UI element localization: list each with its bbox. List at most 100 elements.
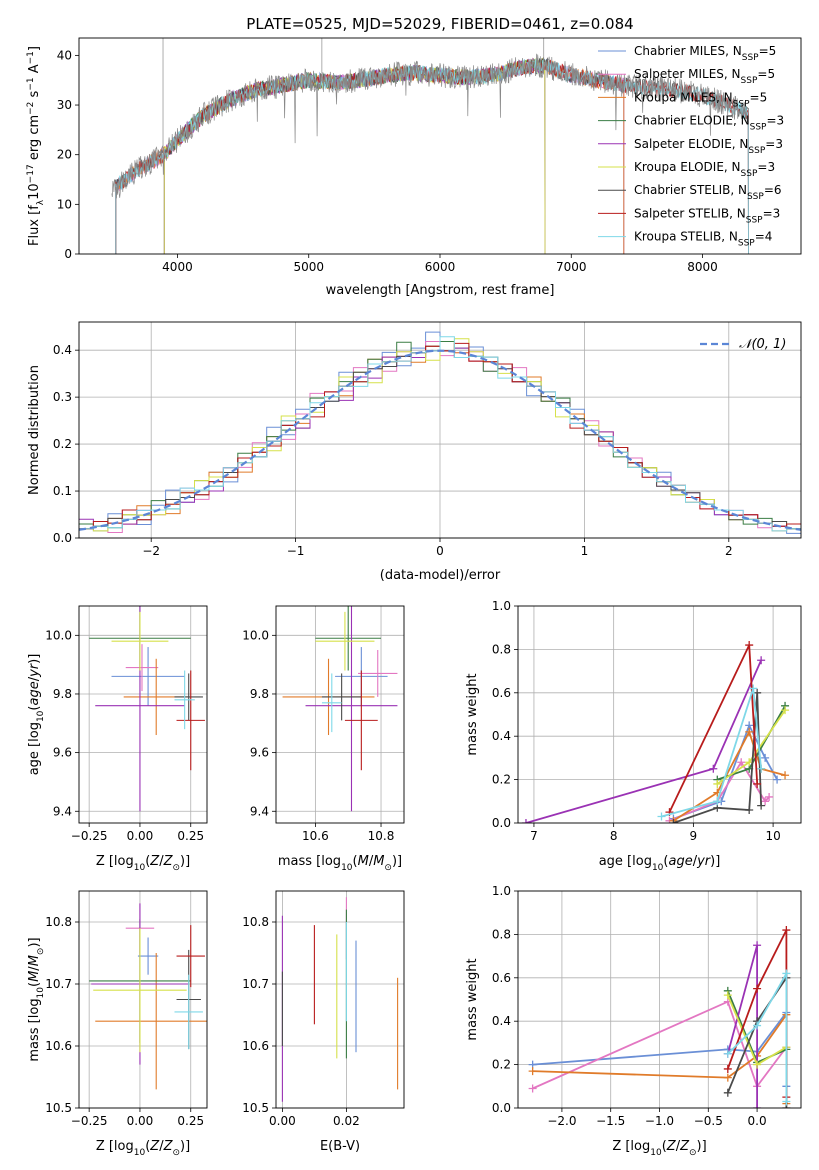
y-tick-label: 10.7: [45, 977, 72, 991]
weight-marker: [713, 779, 722, 788]
weight-marker: [723, 991, 732, 1000]
weight-marker: [723, 1049, 732, 1058]
residual-histograms: [79, 331, 801, 534]
y-tick-label: 0.0: [492, 816, 511, 830]
figure-title: PLATE=0525, MJD=52029, FIBERID=0461, z=0…: [246, 15, 633, 33]
weight-marker: [745, 727, 754, 736]
x-tick-label: −1.5: [596, 1114, 625, 1128]
x-tick-label: 8: [610, 829, 618, 843]
errorbars: [281, 897, 399, 1102]
axes-frame: [78, 321, 802, 539]
x-tick-label: 0.00: [127, 1114, 154, 1128]
y-tick-label: 9.6: [250, 746, 269, 760]
y-tick-label: 40: [57, 48, 72, 62]
weight-ylabel: mass weight: [465, 673, 480, 755]
legend-label: Kroupa STELIB, NSSP=4: [634, 230, 772, 249]
age-vs-mass-panel: 10.6 10.8 9.4 9.6 9.8 10.0 mass [log10(M/M⊙)]: [242, 605, 405, 873]
x-tick-label: 9: [690, 829, 698, 843]
x-tick-label: 6000: [425, 260, 456, 274]
weight-marker: [657, 812, 666, 821]
weight-marker: [723, 1088, 732, 1097]
x-tick-label: 0: [436, 544, 444, 558]
z-xlabel: Z [log10(Z/Z⊙)]: [612, 1139, 706, 1158]
z-xlabel: Z [log10(Z/Z⊙)]: [96, 1139, 190, 1158]
weight-vs-Z-panel: −2.0 −1.5 −1.0 −0.5 0.0 0.0 0.2 0.4 0.6 0.8 1.0 mas…: [465, 884, 802, 1158]
y-tick-label: 9.8: [250, 687, 269, 701]
histogram-step: [79, 338, 801, 532]
y-tick-label: 0.1: [53, 484, 72, 498]
spectrum-panel: 4000 5000 6000 7000 8000 0 10 20 30 40 wavelength …: [26, 37, 802, 298]
spectrum-lines: [111, 38, 749, 254]
legend-label: Chabrier ELODIE, NSSP=3: [634, 114, 784, 133]
legend-label: Kroupa ELODIE, NSSP=3: [634, 160, 775, 179]
weight-marker: [713, 797, 722, 806]
weight-lines: [521, 641, 790, 823]
spectrum-legend: Chabrier MILES, NSSP=5 Salpeter MILES, NS…: [598, 44, 784, 249]
errorbars: [89, 606, 205, 812]
x-tick-label: 5000: [293, 260, 324, 274]
y-tick-label: 0.8: [492, 642, 511, 656]
weight-marker: [757, 656, 766, 665]
weight-marker: [753, 1104, 762, 1108]
y-tick-label: 0.4: [492, 729, 511, 743]
age-ylabel: age [log10(age/yr)]: [27, 654, 46, 776]
x-tick-label: −1: [287, 544, 305, 558]
x-tick-label: 7: [530, 829, 538, 843]
mass-ylabel: mass [log10(M/M⊙)]: [27, 937, 46, 1061]
legend-label: Kroupa MILES, NSSP=5: [634, 90, 767, 109]
axes-frame: [275, 605, 405, 824]
weight-marker: [757, 764, 766, 773]
x-tick-label: 0.25: [177, 829, 204, 843]
y-tick-label: 0.4: [53, 343, 72, 357]
y-tick-label: 10.0: [45, 628, 72, 642]
y-tick-label: 0.4: [492, 1014, 511, 1028]
weight-marker: [723, 1064, 732, 1073]
y-tick-label: 0.8: [492, 927, 511, 941]
x-tick-label: 0.02: [333, 1114, 360, 1128]
ebv-xlabel: E(B-V): [320, 1139, 360, 1154]
y-tick-label: 0.2: [492, 1058, 511, 1072]
legend-label: Salpeter ELODIE, NSSP=3: [634, 137, 783, 156]
x-tick-label: −1.0: [645, 1114, 674, 1128]
legend-label: Salpeter MILES, NSSP=5: [634, 67, 775, 86]
y-tick-label: 0.2: [53, 437, 72, 451]
x-tick-label: 8000: [687, 260, 718, 274]
weight-line: [525, 659, 762, 823]
weight-marker: [669, 819, 678, 823]
weight-marker: [753, 1021, 762, 1030]
weight-marker: [521, 819, 530, 823]
y-tick-label: 1.0: [492, 599, 511, 613]
mass-xlabel: mass [log10(M/M⊙)]: [278, 854, 402, 873]
spectrum-ylabel: Flux [fλ10−17 erg cm−2 s−1 A−1]: [26, 46, 46, 246]
x-tick-label: 4000: [162, 260, 193, 274]
x-tick-label: 10: [765, 829, 780, 843]
x-tick-label: −0.25: [71, 829, 108, 843]
weight-marker: [737, 758, 746, 767]
y-tick-label: 10.6: [242, 1039, 269, 1053]
y-tick-label: 10.8: [45, 915, 72, 929]
x-tick-label: 10.6: [302, 829, 329, 843]
axes-frame: [78, 890, 208, 1109]
y-tick-label: 10.0: [242, 628, 269, 642]
weight-line: [727, 970, 788, 1102]
weight-marker: [773, 775, 782, 784]
age-vs-Z-panel: −0.25 0.00 0.25 9.4 9.6 9.8 10.0 Z [log10(Z/Z⊙)…: [27, 605, 208, 873]
y-tick-label: 0.2: [492, 773, 511, 787]
y-tick-label: 0.3: [53, 390, 72, 404]
y-tick-label: 1.0: [492, 884, 511, 898]
histogram-step: [79, 336, 801, 532]
x-tick-label: 1: [581, 544, 589, 558]
y-tick-label: 0.0: [492, 1101, 511, 1115]
y-tick-label: 0.0: [53, 531, 72, 545]
legend-label: Chabrier MILES, NSSP=5: [634, 44, 776, 63]
weight-marker: [761, 753, 770, 762]
y-tick-label: 10: [57, 197, 72, 211]
y-tick-label: 10.8: [242, 915, 269, 929]
x-tick-label: −2.0: [547, 1114, 576, 1128]
legend-label: 𝒩(0, 1): [739, 337, 786, 352]
y-tick-label: 10.7: [242, 977, 269, 991]
y-tick-label: 0.6: [492, 971, 511, 985]
weight-marker: [781, 771, 790, 780]
model-spectrum-line: [115, 59, 625, 254]
y-tick-label: 9.8: [53, 687, 72, 701]
